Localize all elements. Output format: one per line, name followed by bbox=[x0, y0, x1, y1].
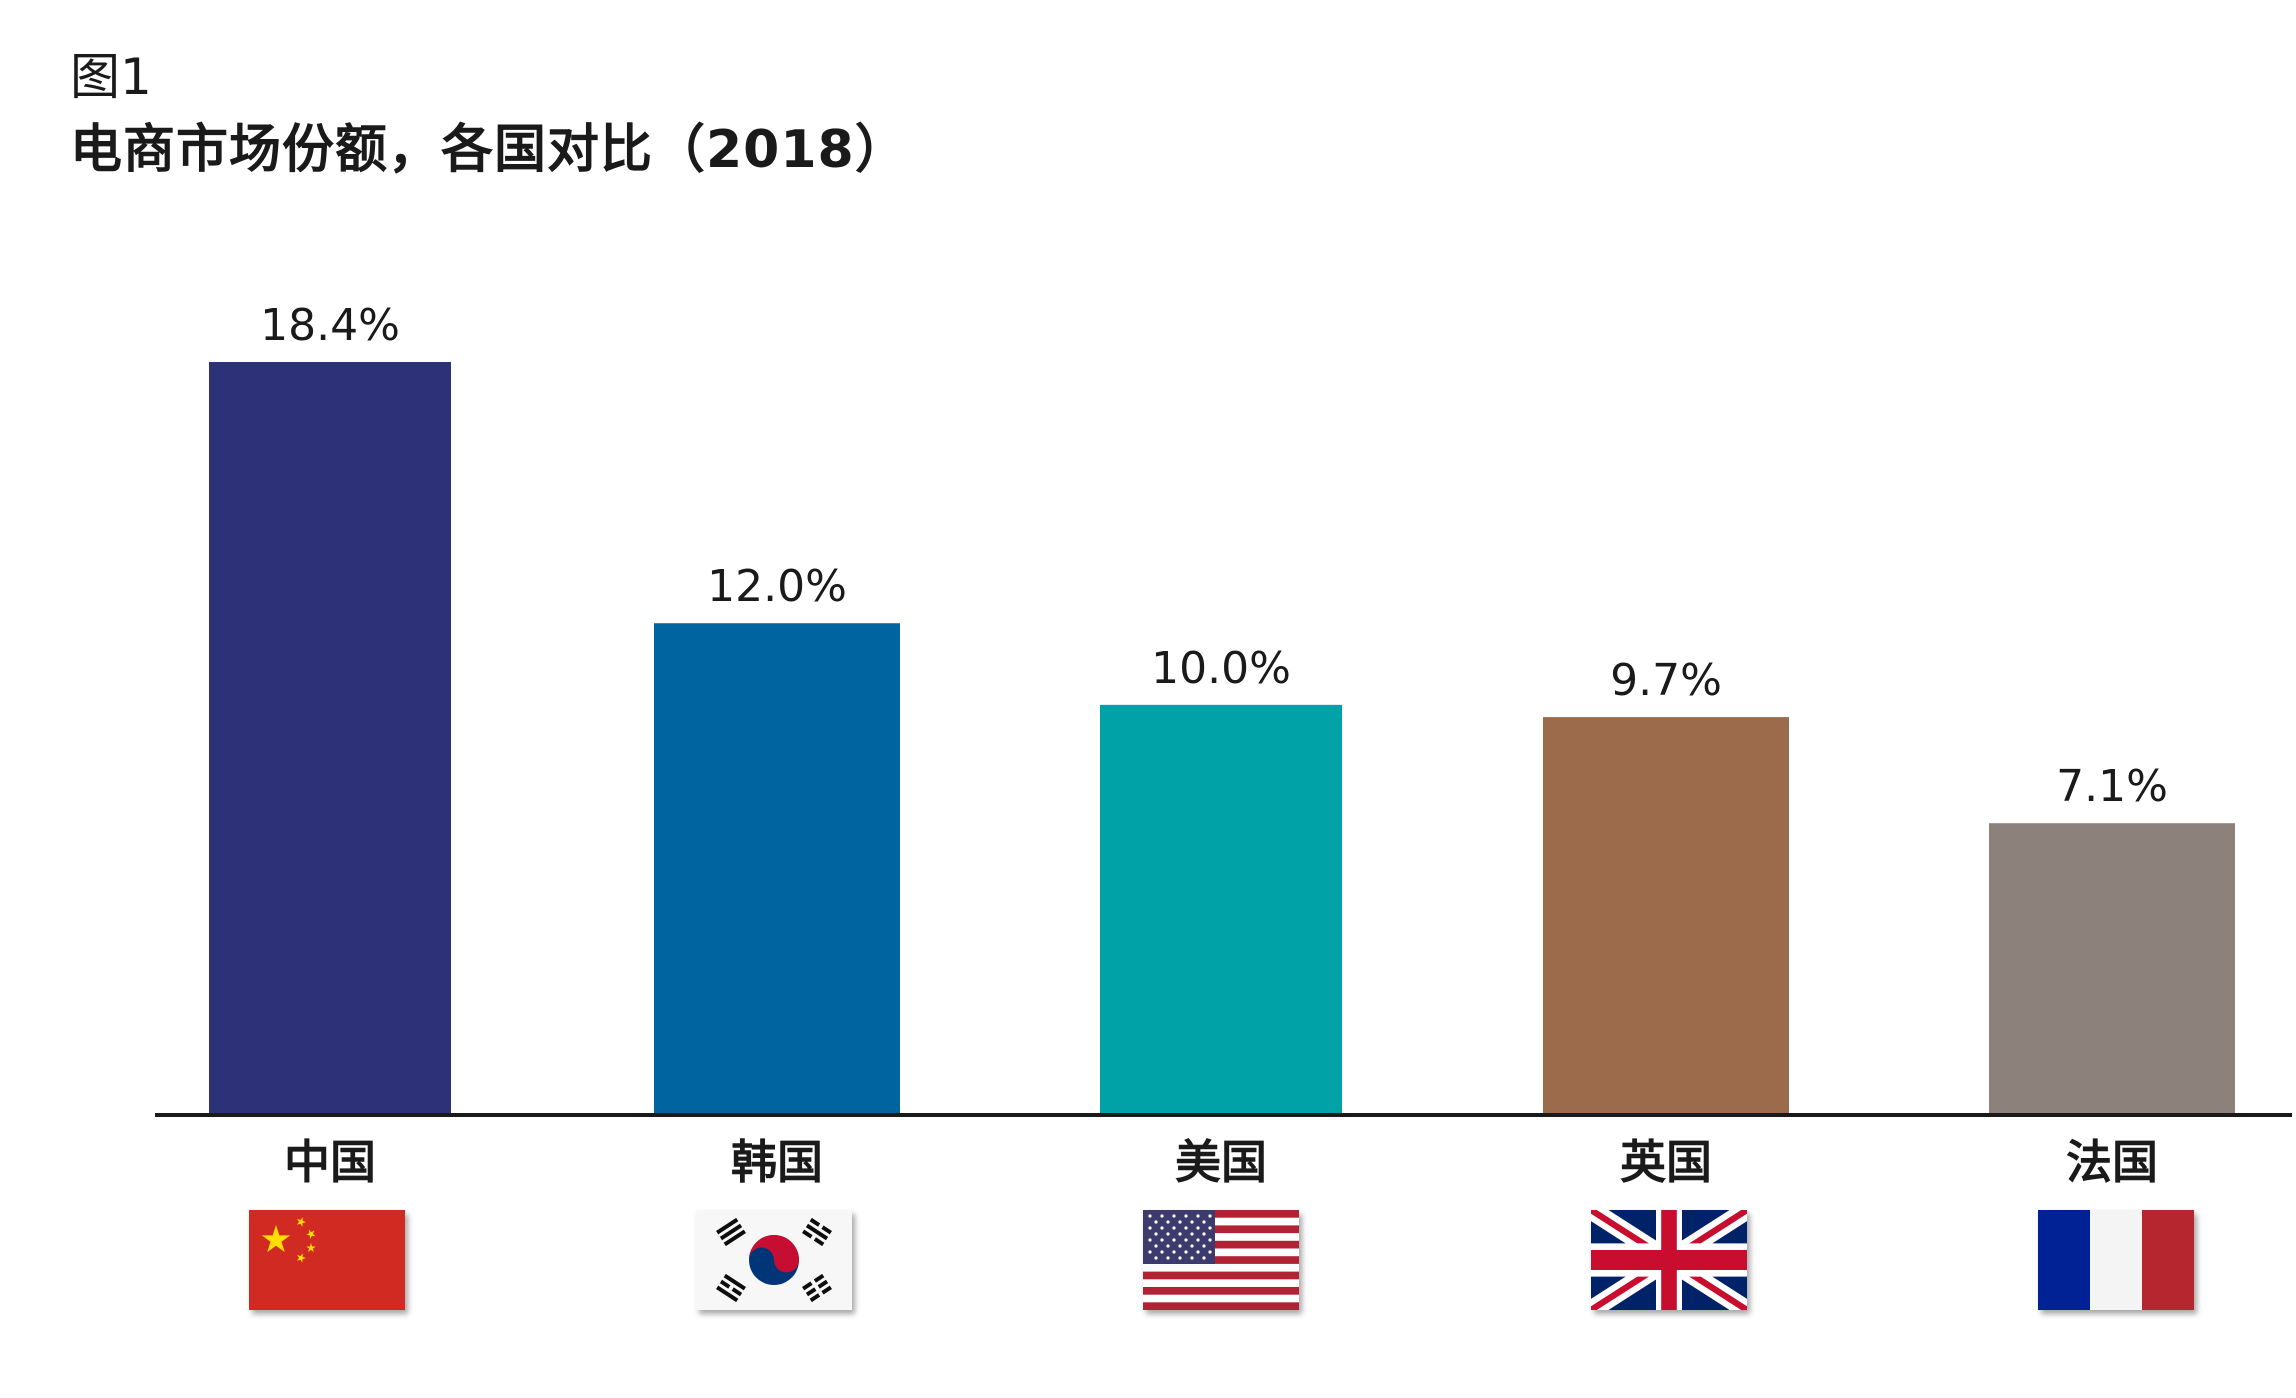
figure-number: 图1 bbox=[70, 48, 152, 106]
bar-2 bbox=[1100, 704, 1342, 1113]
value-label: 7.1% bbox=[2056, 761, 2168, 812]
category-label: 韩国 bbox=[731, 1135, 823, 1189]
category-label: 英国 bbox=[1620, 1135, 1712, 1189]
value-label: 10.0% bbox=[1151, 643, 1291, 694]
usa-flag-icon bbox=[1143, 1210, 1299, 1310]
value-label: 9.7% bbox=[1610, 655, 1722, 706]
category-label: 美国 bbox=[1175, 1135, 1267, 1189]
category-label: 中国 bbox=[284, 1135, 376, 1189]
south-korea-flag-icon bbox=[696, 1210, 852, 1310]
chart-title: 电商市场份额，各国对比（2018） bbox=[70, 120, 908, 180]
bar-4 bbox=[1989, 823, 2235, 1113]
france-flag-icon bbox=[2038, 1210, 2194, 1310]
bar-1 bbox=[654, 623, 900, 1113]
value-label: 18.4% bbox=[260, 300, 400, 351]
bar-3 bbox=[1543, 717, 1789, 1113]
china-flag-icon bbox=[249, 1210, 405, 1310]
category-label: 法国 bbox=[2066, 1135, 2158, 1189]
value-label: 12.0% bbox=[707, 561, 847, 612]
bars-layer: 18.4% 中国 12.0% 韩国 10.0% 美国 9.7% 英国 7.1% 法国 bbox=[209, 300, 2235, 1189]
bar-0 bbox=[209, 362, 451, 1113]
uk-flag-icon bbox=[1591, 1210, 1747, 1310]
